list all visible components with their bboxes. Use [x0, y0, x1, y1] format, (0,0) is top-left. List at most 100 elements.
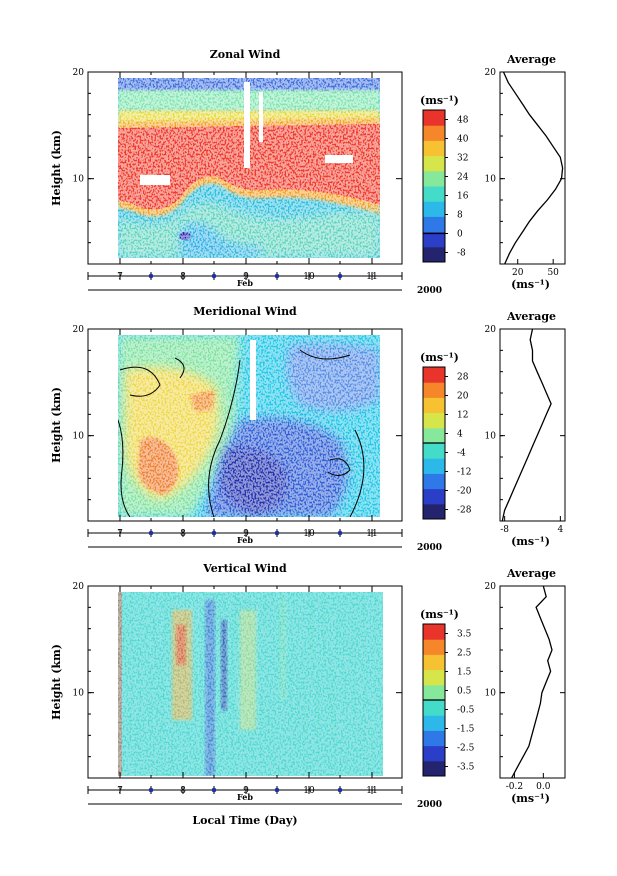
y-tick-label: 10: [73, 175, 85, 185]
vertical-average-profile: Average 20 10 -0.2 0.0(ms⁻¹): [485, 567, 566, 805]
colorbar-swatch: [423, 700, 445, 716]
x-tick-label: 9: [243, 529, 249, 539]
colorbar-swatch: [423, 684, 445, 701]
vertical-colorbar-unit: (ms⁻¹): [420, 608, 459, 621]
colorbar-swatch: [423, 246, 445, 263]
average-y-tick-label: 10: [485, 432, 497, 442]
colorbar-tick-label: -1.5: [457, 725, 475, 735]
y-tick-label: 20: [73, 325, 85, 335]
meridional-wind-axes: 20 10 7 8 9 10 11 Feb 2000: [73, 325, 443, 553]
zonal-wind-title: Zonal Wind: [210, 48, 281, 61]
x-tick-label: 7: [117, 272, 123, 282]
colorbar-tick-label: 20: [457, 392, 469, 402]
colorbar-swatch: [423, 624, 445, 640]
vertical-wind-axes: 20 10 7 8 9 10 11 Feb 2000: [73, 582, 443, 810]
vertical-wind-ylabel: Height (km): [50, 644, 63, 720]
year-label: 2000: [417, 286, 442, 296]
colorbar-frame: [422, 109, 446, 263]
colorbar-swatch: [423, 231, 445, 248]
year-label: 2000: [417, 543, 442, 553]
colorbar-tick-label: -12: [457, 468, 472, 478]
colorbar-tick-label: 8: [457, 211, 463, 221]
zonal-wind-axes: 20 10 7 8 9 10 11 Feb 2000: [73, 68, 443, 296]
colorbar-swatch: [423, 503, 445, 520]
colorbar-swatch: [423, 639, 445, 655]
x-tick-label: 8: [180, 272, 186, 282]
zonal-colorbar-unit: (ms⁻¹): [420, 94, 459, 107]
average-frame: [499, 71, 566, 265]
date-marker: [211, 273, 217, 279]
colorbar-tick-label: -20: [457, 487, 472, 497]
x-tick-label: 10: [303, 529, 315, 539]
colorbar-swatch: [423, 216, 445, 233]
average-y-tick-label: 20: [485, 325, 497, 335]
zonal-wind-field: [118, 78, 380, 258]
zonal-wind-panel: Zonal Wind 20 10 7 8 9 10 11 Feb 2000 Height (km…: [50, 48, 566, 296]
y-tick-label: 10: [73, 432, 85, 442]
meridional-wind-title: Meridional Wind: [193, 305, 297, 318]
average-y-tick-label: 20: [485, 68, 497, 78]
colorbar-tick-label: 2.5: [457, 649, 472, 659]
colorbar-swatch: [423, 730, 445, 747]
colorbar-swatch: [423, 473, 445, 490]
x-tick-label: 9: [243, 786, 249, 796]
average-x-tick-label: 4: [557, 525, 563, 535]
colorbar-swatch: [423, 155, 445, 172]
meridional-colorbar: 28 20 12 4 -4 -12 -20 -28: [422, 366, 472, 520]
colorbar-swatch: [423, 669, 445, 686]
colorbar-swatch: [423, 412, 445, 429]
colorbar-swatch: [423, 427, 445, 444]
x-tick-label: 8: [180, 786, 186, 796]
colorbar-swatch: [423, 745, 445, 762]
average-title: Average: [506, 310, 556, 323]
x-tick-label: 9: [243, 272, 249, 282]
month-label: Feb: [237, 278, 253, 288]
x-tick-label: 10: [303, 272, 315, 282]
average-frame: [499, 585, 566, 779]
date-marker: [148, 530, 154, 536]
vertical-wind-panel: Vertical Wind 20 10 7 8 9 10 11 Feb 2000 Height …: [50, 562, 566, 827]
colorbar-tick-label: 48: [457, 116, 469, 126]
colorbar-swatch: [423, 201, 445, 217]
average-y-tick-label: 10: [485, 175, 497, 185]
month-label: Feb: [237, 535, 253, 545]
zonal-wind-ylabel: Height (km): [50, 130, 63, 206]
month-label: Feb: [237, 792, 253, 802]
colorbar-swatch: [423, 760, 445, 777]
x-tick-label: 11: [366, 529, 377, 539]
average-title: Average: [506, 567, 556, 580]
year-label: 2000: [417, 800, 442, 810]
colorbar-swatch: [423, 715, 445, 731]
zonal-colorbar: 48 40 32 24 16 8 0 -8: [422, 109, 469, 263]
zonal-average-profile: Average 20 10 20 50(ms⁻¹): [485, 53, 566, 291]
colorbar-swatch: [423, 458, 445, 474]
vertical-wind-field: [118, 592, 383, 776]
colorbar-tick-label: 28: [457, 373, 469, 383]
y-tick-label: 10: [73, 689, 85, 699]
colorbar-swatch: [423, 488, 445, 505]
colorbar-tick-label: 16: [457, 192, 469, 202]
colorbar-tick-label: 32: [457, 154, 468, 164]
date-marker: [274, 273, 280, 279]
colorbar-swatch: [423, 443, 445, 459]
average-title: Average: [506, 53, 556, 66]
x-tick-label: 11: [366, 786, 377, 796]
date-marker: [274, 787, 280, 793]
average-x-tick-label: -0.2: [506, 782, 523, 792]
average-y-tick-label: 10: [485, 689, 497, 699]
average-xlabel: (ms⁻¹): [511, 535, 550, 548]
date-marker: [274, 530, 280, 536]
x-tick-label: 8: [180, 529, 186, 539]
meridional-colorbar-unit: (ms⁻¹): [420, 351, 459, 364]
average-xlabel: (ms⁻¹): [511, 792, 550, 805]
date-marker: [337, 273, 343, 279]
date-marker: [211, 530, 217, 536]
colorbar-tick-label: 24: [457, 173, 469, 183]
y-tick-label: 20: [73, 68, 85, 78]
colorbar-tick-label: 4: [457, 430, 463, 440]
date-marker: [148, 787, 154, 793]
colorbar-swatch: [423, 125, 445, 141]
colorbar-swatch: [423, 186, 445, 202]
colorbar-tick-label: -0.5: [457, 706, 475, 716]
